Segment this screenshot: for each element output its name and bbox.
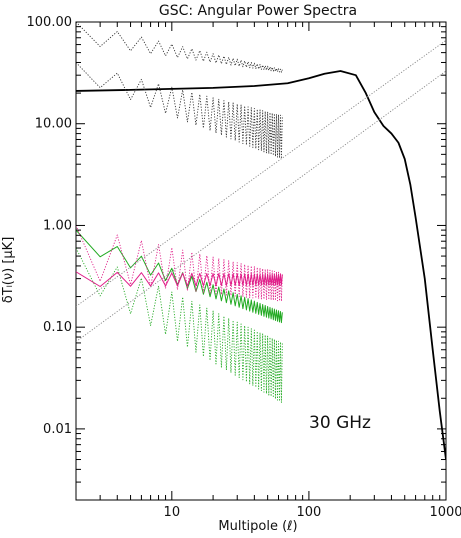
series-cmb [76,70,446,460]
series-gray_upper [76,39,446,307]
plot-frame [75,21,447,501]
y-axis-label: δTₗ(ν) [μK] [1,237,16,304]
chart-title: GSC: Angular Power Spectra [159,3,357,19]
y-tick-label: 100.00 [27,15,73,30]
y-tick-label: 10.00 [35,117,72,132]
y-tick-label: 0.01 [43,422,72,437]
series-layer [76,22,446,460]
series-green_lower [76,247,283,403]
y-tick-label: 0.10 [43,320,72,335]
frequency-annotation: 30 GHz [309,413,371,433]
series-magenta_solid [76,271,283,287]
series-magenta_dotted [76,225,283,302]
axis-layer: 100.00 10.00 1.00 0.10 0.01 10 100 1000 [27,15,461,520]
x-axis-label: Multipole (ℓ) [218,519,297,534]
series-black_upper [76,22,283,73]
x-tick-label: 10 [164,505,181,520]
series-gray_lower [76,70,446,343]
y-tick-label: 1.00 [43,218,72,233]
x-tick-label: 1000 [429,505,461,520]
x-tick-label: 100 [296,505,321,520]
series-black_lower [76,62,283,160]
